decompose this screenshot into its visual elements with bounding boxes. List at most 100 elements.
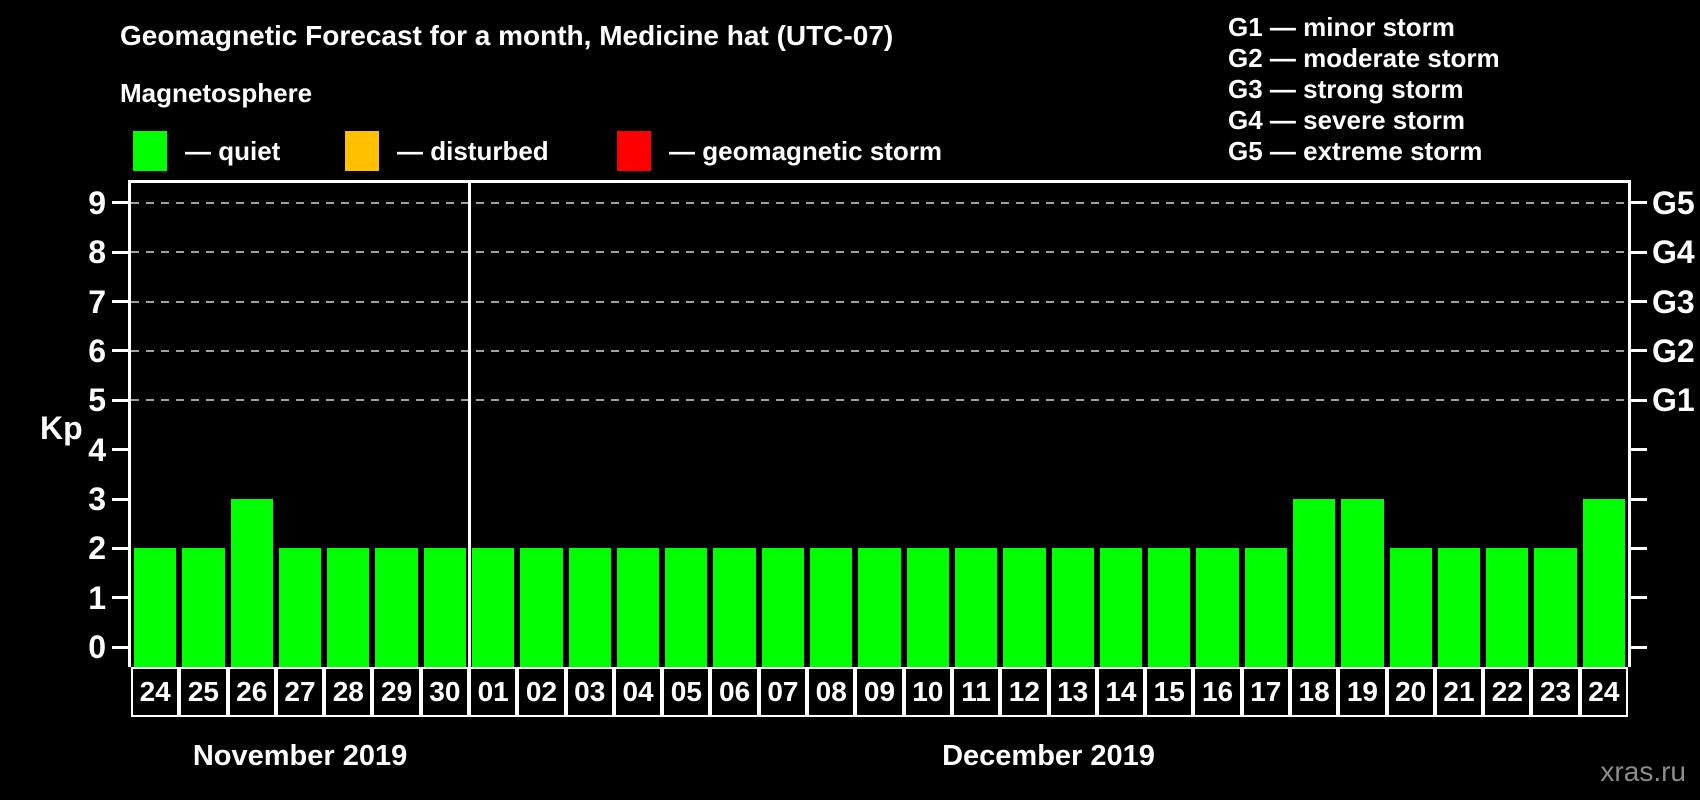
day-label-14: 14 bbox=[1096, 667, 1146, 717]
day-label-15: 15 bbox=[1145, 667, 1194, 717]
day-label-25: 25 bbox=[179, 667, 228, 717]
legend-item-label: — disturbed bbox=[397, 135, 549, 166]
y-axis-tick-right-4 bbox=[1631, 448, 1647, 452]
plot-area bbox=[128, 180, 1631, 667]
day-label-01: 01 bbox=[469, 667, 518, 717]
g-scale-legend-item-g2: G2 — moderate storm bbox=[1228, 43, 1500, 73]
bar-day-30 bbox=[423, 548, 467, 667]
disturbed-color-swatch bbox=[345, 131, 379, 171]
day-label-12: 12 bbox=[1000, 667, 1049, 717]
y-tick-label-7: 7 bbox=[88, 283, 106, 320]
y-axis-tick-left-6 bbox=[112, 349, 128, 353]
legend-item-label: — quiet bbox=[185, 135, 281, 166]
day-label-27: 27 bbox=[275, 667, 325, 717]
g-scale-label-g5: G5 bbox=[1652, 184, 1695, 221]
gridline-kp6 bbox=[131, 349, 1628, 352]
g-scale-legend: G1 — minor storm G2 — moderate storm G3 … bbox=[1228, 12, 1500, 167]
bar-day-28 bbox=[327, 548, 370, 667]
page-title: Geomagnetic Forecast for a month, Medici… bbox=[120, 20, 894, 51]
y-tick-label-3: 3 bbox=[88, 481, 106, 518]
g-scale-label-g1: G1 bbox=[1652, 382, 1695, 419]
day-label-29: 29 bbox=[372, 667, 421, 717]
day-label-03: 03 bbox=[565, 667, 614, 717]
day-label-30: 30 bbox=[420, 667, 470, 717]
day-label-28: 28 bbox=[324, 667, 373, 717]
y-axis-tick-right-8 bbox=[1631, 250, 1647, 254]
bar-day-25 bbox=[182, 548, 225, 667]
gridline-kp5 bbox=[131, 399, 1628, 402]
g-scale-label-g4: G4 bbox=[1652, 234, 1695, 271]
month-label: December 2019 bbox=[942, 740, 1155, 772]
y-tick-label-2: 2 bbox=[88, 530, 106, 567]
day-label-13: 13 bbox=[1048, 667, 1097, 717]
y-tick-label-0: 0 bbox=[88, 629, 106, 666]
watermark: xras.ru bbox=[1600, 756, 1686, 787]
y-axis-tick-left-8 bbox=[112, 250, 128, 254]
bar-day-24 bbox=[134, 548, 177, 667]
bar-day-10 bbox=[906, 548, 949, 667]
bar-day-05 bbox=[665, 548, 708, 667]
day-label-19: 19 bbox=[1338, 667, 1387, 717]
y-axis-label: Kp bbox=[40, 410, 83, 446]
y-axis-tick-right-6 bbox=[1631, 349, 1647, 353]
month-label: November 2019 bbox=[192, 740, 408, 772]
day-label-17: 17 bbox=[1241, 667, 1290, 717]
bar-day-23 bbox=[1534, 548, 1577, 667]
bar-day-24 bbox=[1582, 499, 1625, 667]
bar-day-01 bbox=[472, 548, 515, 667]
bar-day-02 bbox=[520, 548, 563, 667]
g-scale-label-g3: G3 bbox=[1652, 283, 1695, 320]
bar-day-06 bbox=[713, 548, 756, 667]
y-axis-tick-left-4 bbox=[112, 448, 128, 452]
gridline-kp9 bbox=[131, 201, 1628, 204]
storm-color-swatch bbox=[617, 131, 651, 171]
y-tick-label-6: 6 bbox=[88, 332, 106, 369]
day-label-23: 23 bbox=[1531, 667, 1580, 717]
day-label-02: 02 bbox=[517, 667, 566, 717]
y-axis-tick-right-3 bbox=[1631, 497, 1647, 501]
bar-day-22 bbox=[1486, 548, 1529, 667]
y-axis-tick-right-7 bbox=[1631, 300, 1647, 304]
y-tick-label-9: 9 bbox=[88, 184, 106, 221]
day-label-07: 07 bbox=[758, 667, 808, 717]
quiet-color-swatch bbox=[133, 131, 167, 171]
bar-day-16 bbox=[1196, 548, 1239, 667]
g-scale-legend-item-g3: G3 — strong storm bbox=[1228, 74, 1464, 104]
legend-item-label: — geomagnetic storm bbox=[669, 135, 943, 166]
y-axis-tick-left-7 bbox=[112, 300, 128, 304]
y-axis-tick-left-0 bbox=[112, 645, 128, 649]
gridline-kp7 bbox=[131, 300, 1628, 303]
day-label-18: 18 bbox=[1289, 667, 1339, 717]
y-axis-tick-left-3 bbox=[112, 497, 128, 501]
y-axis-tick-right-1 bbox=[1631, 596, 1647, 600]
bar-day-07 bbox=[761, 548, 805, 667]
y-tick-label-8: 8 bbox=[88, 234, 106, 271]
day-label-10: 10 bbox=[903, 667, 952, 717]
y-axis-tick-left-5 bbox=[112, 398, 128, 402]
bar-day-21 bbox=[1437, 548, 1481, 667]
bar-day-20 bbox=[1389, 548, 1432, 667]
bar-day-03 bbox=[568, 548, 611, 667]
g-scale-label-g2: G2 bbox=[1652, 332, 1695, 369]
magnetosphere-label: Magnetosphere bbox=[120, 78, 313, 108]
day-label-09: 09 bbox=[855, 667, 904, 717]
y-axis-tick-right-2 bbox=[1631, 546, 1647, 550]
day-label-05: 05 bbox=[662, 667, 711, 717]
bar-day-17 bbox=[1244, 548, 1287, 667]
bar-day-26 bbox=[230, 499, 273, 667]
g-scale-legend-item-g1: G1 — minor storm bbox=[1228, 12, 1455, 42]
month-separator bbox=[467, 183, 471, 667]
y-axis-tick-left-9 bbox=[112, 201, 128, 205]
y-axis-tick-right-5 bbox=[1631, 398, 1647, 402]
bar-day-14 bbox=[1099, 548, 1143, 667]
y-tick-label-4: 4 bbox=[88, 431, 106, 468]
day-label-21: 21 bbox=[1434, 667, 1484, 717]
bar-day-27 bbox=[278, 548, 322, 667]
bar-day-15 bbox=[1148, 548, 1191, 667]
day-label-26: 26 bbox=[227, 667, 276, 717]
day-label-08: 08 bbox=[807, 667, 856, 717]
y-tick-label-5: 5 bbox=[88, 382, 106, 419]
g-scale-legend-item-g4: G4 — severe storm bbox=[1228, 105, 1466, 135]
legend-item-quiet: — quiet bbox=[133, 130, 280, 172]
